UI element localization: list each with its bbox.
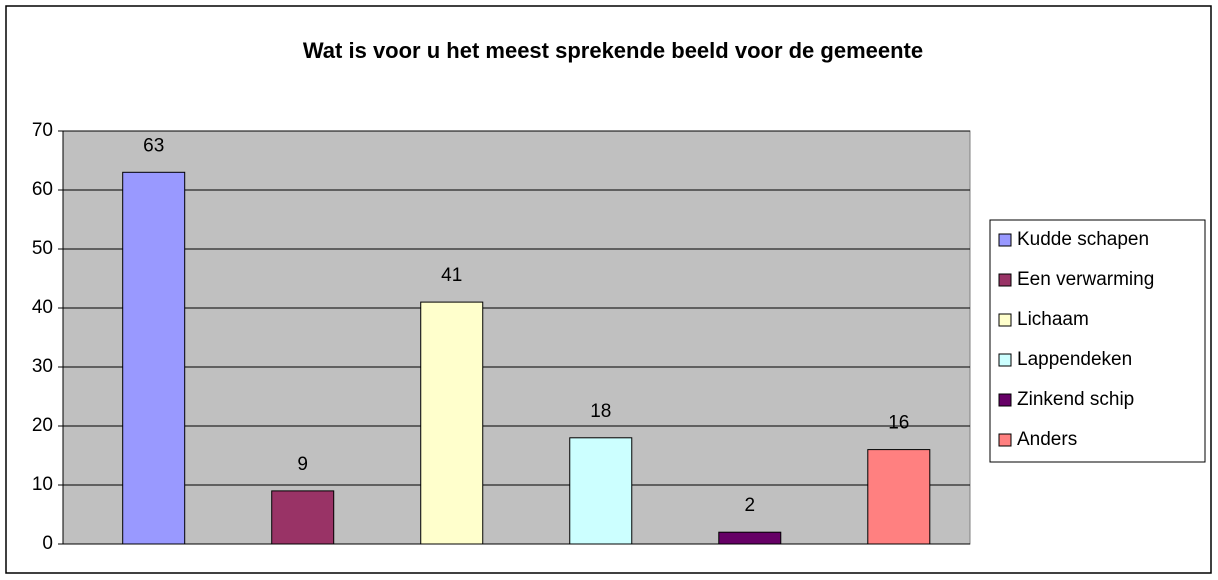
legend-swatch <box>998 433 1012 447</box>
bar <box>718 531 782 545</box>
legend-label: Lichaam <box>1017 309 1089 330</box>
data-label: 63 <box>143 135 164 156</box>
data-label: 41 <box>441 265 462 286</box>
y-tick-label: 20 <box>32 415 53 436</box>
data-label: 18 <box>590 401 611 422</box>
legend-label: Anders <box>1017 429 1077 450</box>
y-tick-label: 50 <box>32 238 53 259</box>
bar <box>122 171 186 545</box>
y-tick-label: 70 <box>32 120 53 141</box>
y-tick-label: 10 <box>32 474 53 495</box>
bar <box>867 449 931 545</box>
legend-swatch <box>998 353 1012 367</box>
y-tick-label: 60 <box>32 179 53 200</box>
y-tick-label: 40 <box>32 297 53 318</box>
legend-label: Zinkend schip <box>1017 389 1134 410</box>
legend-swatch <box>998 313 1012 327</box>
legend-label: Kudde schapen <box>1017 229 1149 250</box>
data-label: 2 <box>744 495 755 516</box>
plot-area <box>62 130 971 545</box>
legend-label: Lappendeken <box>1017 349 1132 370</box>
legend-box <box>989 219 1206 463</box>
data-label: 9 <box>297 454 308 475</box>
legend-swatch <box>998 233 1012 247</box>
legend-swatch <box>998 393 1012 407</box>
legend-label: Een verwarming <box>1017 269 1154 290</box>
data-label: 16 <box>888 413 909 434</box>
bar <box>271 490 335 545</box>
bar <box>420 301 484 545</box>
bar <box>569 437 633 545</box>
chart-title: Wat is voor u het meest sprekende beeld … <box>303 38 923 63</box>
y-tick-label: 0 <box>42 533 53 554</box>
y-tick-label: 30 <box>32 356 53 377</box>
legend-swatch <box>998 273 1012 287</box>
